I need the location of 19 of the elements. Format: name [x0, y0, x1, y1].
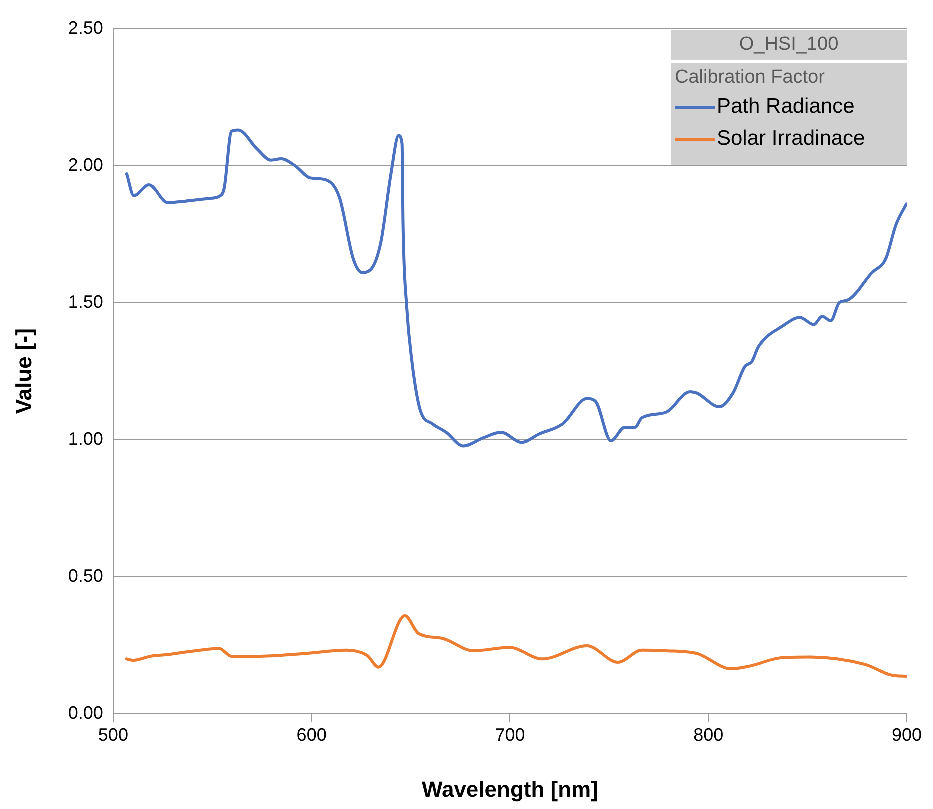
legend-label: Path Radiance [717, 95, 855, 119]
x-tick-label: 500 [98, 724, 128, 745]
title-box: O_HSI_100 [671, 30, 907, 60]
y-tick-label: 0.50 [68, 566, 104, 586]
y-tick-label: 1.00 [68, 428, 104, 449]
legend-title: Calibration Factor [675, 67, 826, 89]
x-tick-label: 600 [296, 724, 327, 745]
x-tick-label: 700 [495, 724, 526, 745]
y-axis-title: Value [-] [11, 328, 36, 414]
y-tick-label: 2.00 [68, 154, 104, 175]
x-tick-label: 900 [892, 724, 922, 745]
y-tick-label: 0.00 [68, 702, 104, 723]
x-axis-title: Wavelength [nm] [422, 776, 598, 802]
x-tick-label: 800 [694, 724, 724, 745]
y-tick-label: 2.50 [68, 18, 104, 38]
legend-label: Solar Irradinace [717, 127, 866, 151]
y-tick-label: 1.50 [68, 292, 104, 312]
line-series [125, 614, 907, 678]
line-series [125, 128, 907, 448]
